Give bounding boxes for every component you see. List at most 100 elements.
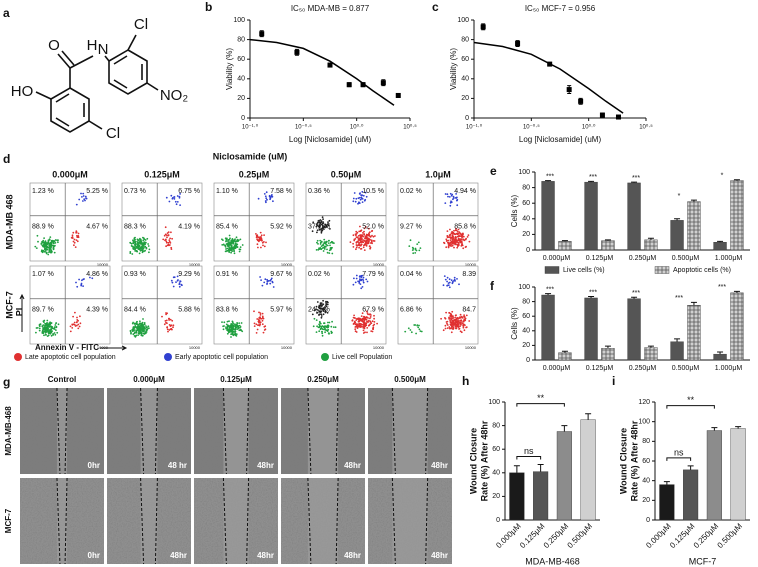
event-dot — [362, 194, 365, 197]
event-dot — [230, 324, 233, 326]
quadrant-value: 10.5 % — [362, 188, 384, 195]
event-dot — [446, 235, 449, 238]
event-dot — [50, 334, 53, 337]
event-dot — [456, 204, 459, 207]
y-tick-label: 40 — [461, 76, 469, 83]
event-dot — [325, 302, 327, 304]
wound-gap — [140, 478, 158, 564]
event-dot — [269, 282, 272, 285]
event-dot — [232, 243, 235, 245]
event-dot — [448, 286, 451, 289]
event-dot — [236, 322, 239, 324]
event-dot — [362, 232, 364, 234]
axis-max: 10000 — [189, 262, 201, 267]
event-dot — [167, 243, 170, 246]
event-dot — [228, 320, 230, 323]
event-dot — [363, 230, 365, 233]
event-dot — [325, 305, 328, 308]
error-bar — [717, 240, 724, 243]
event-dot — [354, 238, 357, 240]
event-dot — [146, 237, 149, 240]
x-axis-label: Annexin V - FITC — [35, 343, 99, 352]
event-dot — [148, 327, 150, 330]
event-dot — [442, 284, 445, 287]
event-dot — [264, 195, 267, 198]
row-label: MDA-MB-468 — [4, 406, 13, 456]
panel-label: d — [3, 152, 10, 166]
bond — [113, 55, 128, 65]
quadrant-value: 5.97 % — [270, 307, 292, 314]
x-tick-label: 0.250μM — [629, 255, 657, 262]
event-dot — [316, 301, 319, 303]
event-dot — [445, 321, 448, 323]
event-dot — [331, 252, 334, 255]
event-dot — [70, 236, 73, 239]
event-dot — [365, 195, 368, 198]
event-dot — [262, 244, 264, 247]
event-dot — [358, 238, 361, 240]
x-tick-label: 1.000μM — [715, 365, 743, 372]
event-dot — [459, 313, 462, 316]
event-dot — [172, 324, 175, 327]
event-dot — [416, 324, 419, 327]
event-dot — [370, 322, 373, 325]
event-dot — [176, 275, 179, 278]
event-dot — [453, 239, 455, 242]
event-dot — [355, 197, 358, 200]
event-dot — [164, 320, 167, 322]
x-tick-label: 10⁰·⁰ — [350, 124, 364, 131]
event-dot — [462, 238, 465, 241]
event-dot — [266, 283, 268, 285]
atom: Cl — [106, 125, 120, 142]
event-dot — [312, 221, 315, 224]
event-dot — [226, 243, 229, 245]
event-dot — [456, 246, 459, 249]
event-dot — [50, 242, 53, 245]
event-dot — [35, 247, 38, 250]
event-dot — [448, 196, 451, 198]
bar — [730, 180, 744, 251]
significance: *** — [589, 289, 597, 296]
event-dot — [134, 325, 137, 327]
event-dot — [404, 330, 407, 333]
event-dot — [453, 276, 456, 279]
event-dot — [225, 240, 227, 243]
event-dot — [224, 237, 227, 240]
event-dot — [166, 234, 168, 237]
concentration-label: 0.000μM — [52, 169, 88, 179]
event-dot — [35, 327, 38, 329]
y-tick-label: 100 — [488, 399, 500, 406]
quadrant-value: 1.10 % — [216, 188, 238, 195]
event-dot — [258, 236, 261, 239]
event-dot — [316, 309, 319, 311]
event-dot — [46, 322, 49, 324]
event-dot — [78, 278, 80, 281]
event-dot — [46, 246, 49, 248]
event-dot — [231, 320, 234, 323]
event-dot — [368, 238, 371, 241]
event-dot — [321, 224, 324, 227]
wound-gap — [392, 478, 428, 564]
y-tick-label: 0 — [465, 115, 469, 122]
x-tick-label: 0.000μM — [543, 365, 571, 372]
event-dot — [263, 281, 266, 284]
event-dot — [43, 241, 45, 244]
event-dot — [262, 331, 265, 334]
event-dot — [54, 242, 57, 244]
event-dot — [366, 280, 369, 283]
error-bar — [647, 237, 654, 240]
event-dot — [451, 238, 454, 241]
event-dot — [238, 322, 241, 324]
event-dot — [53, 251, 56, 254]
event-dot — [357, 239, 360, 241]
event-dot — [418, 328, 421, 331]
bar — [541, 294, 555, 361]
bar — [541, 181, 555, 251]
flow-plot: 0.02 % 4.94 % 9.27 % 85.8 % 10000 — [397, 182, 479, 267]
y-tick-label: 60 — [237, 56, 245, 63]
event-dot — [255, 332, 258, 334]
event-dot — [451, 244, 454, 247]
data-point — [566, 87, 572, 93]
event-dot — [449, 239, 452, 242]
event-dot — [324, 223, 327, 226]
